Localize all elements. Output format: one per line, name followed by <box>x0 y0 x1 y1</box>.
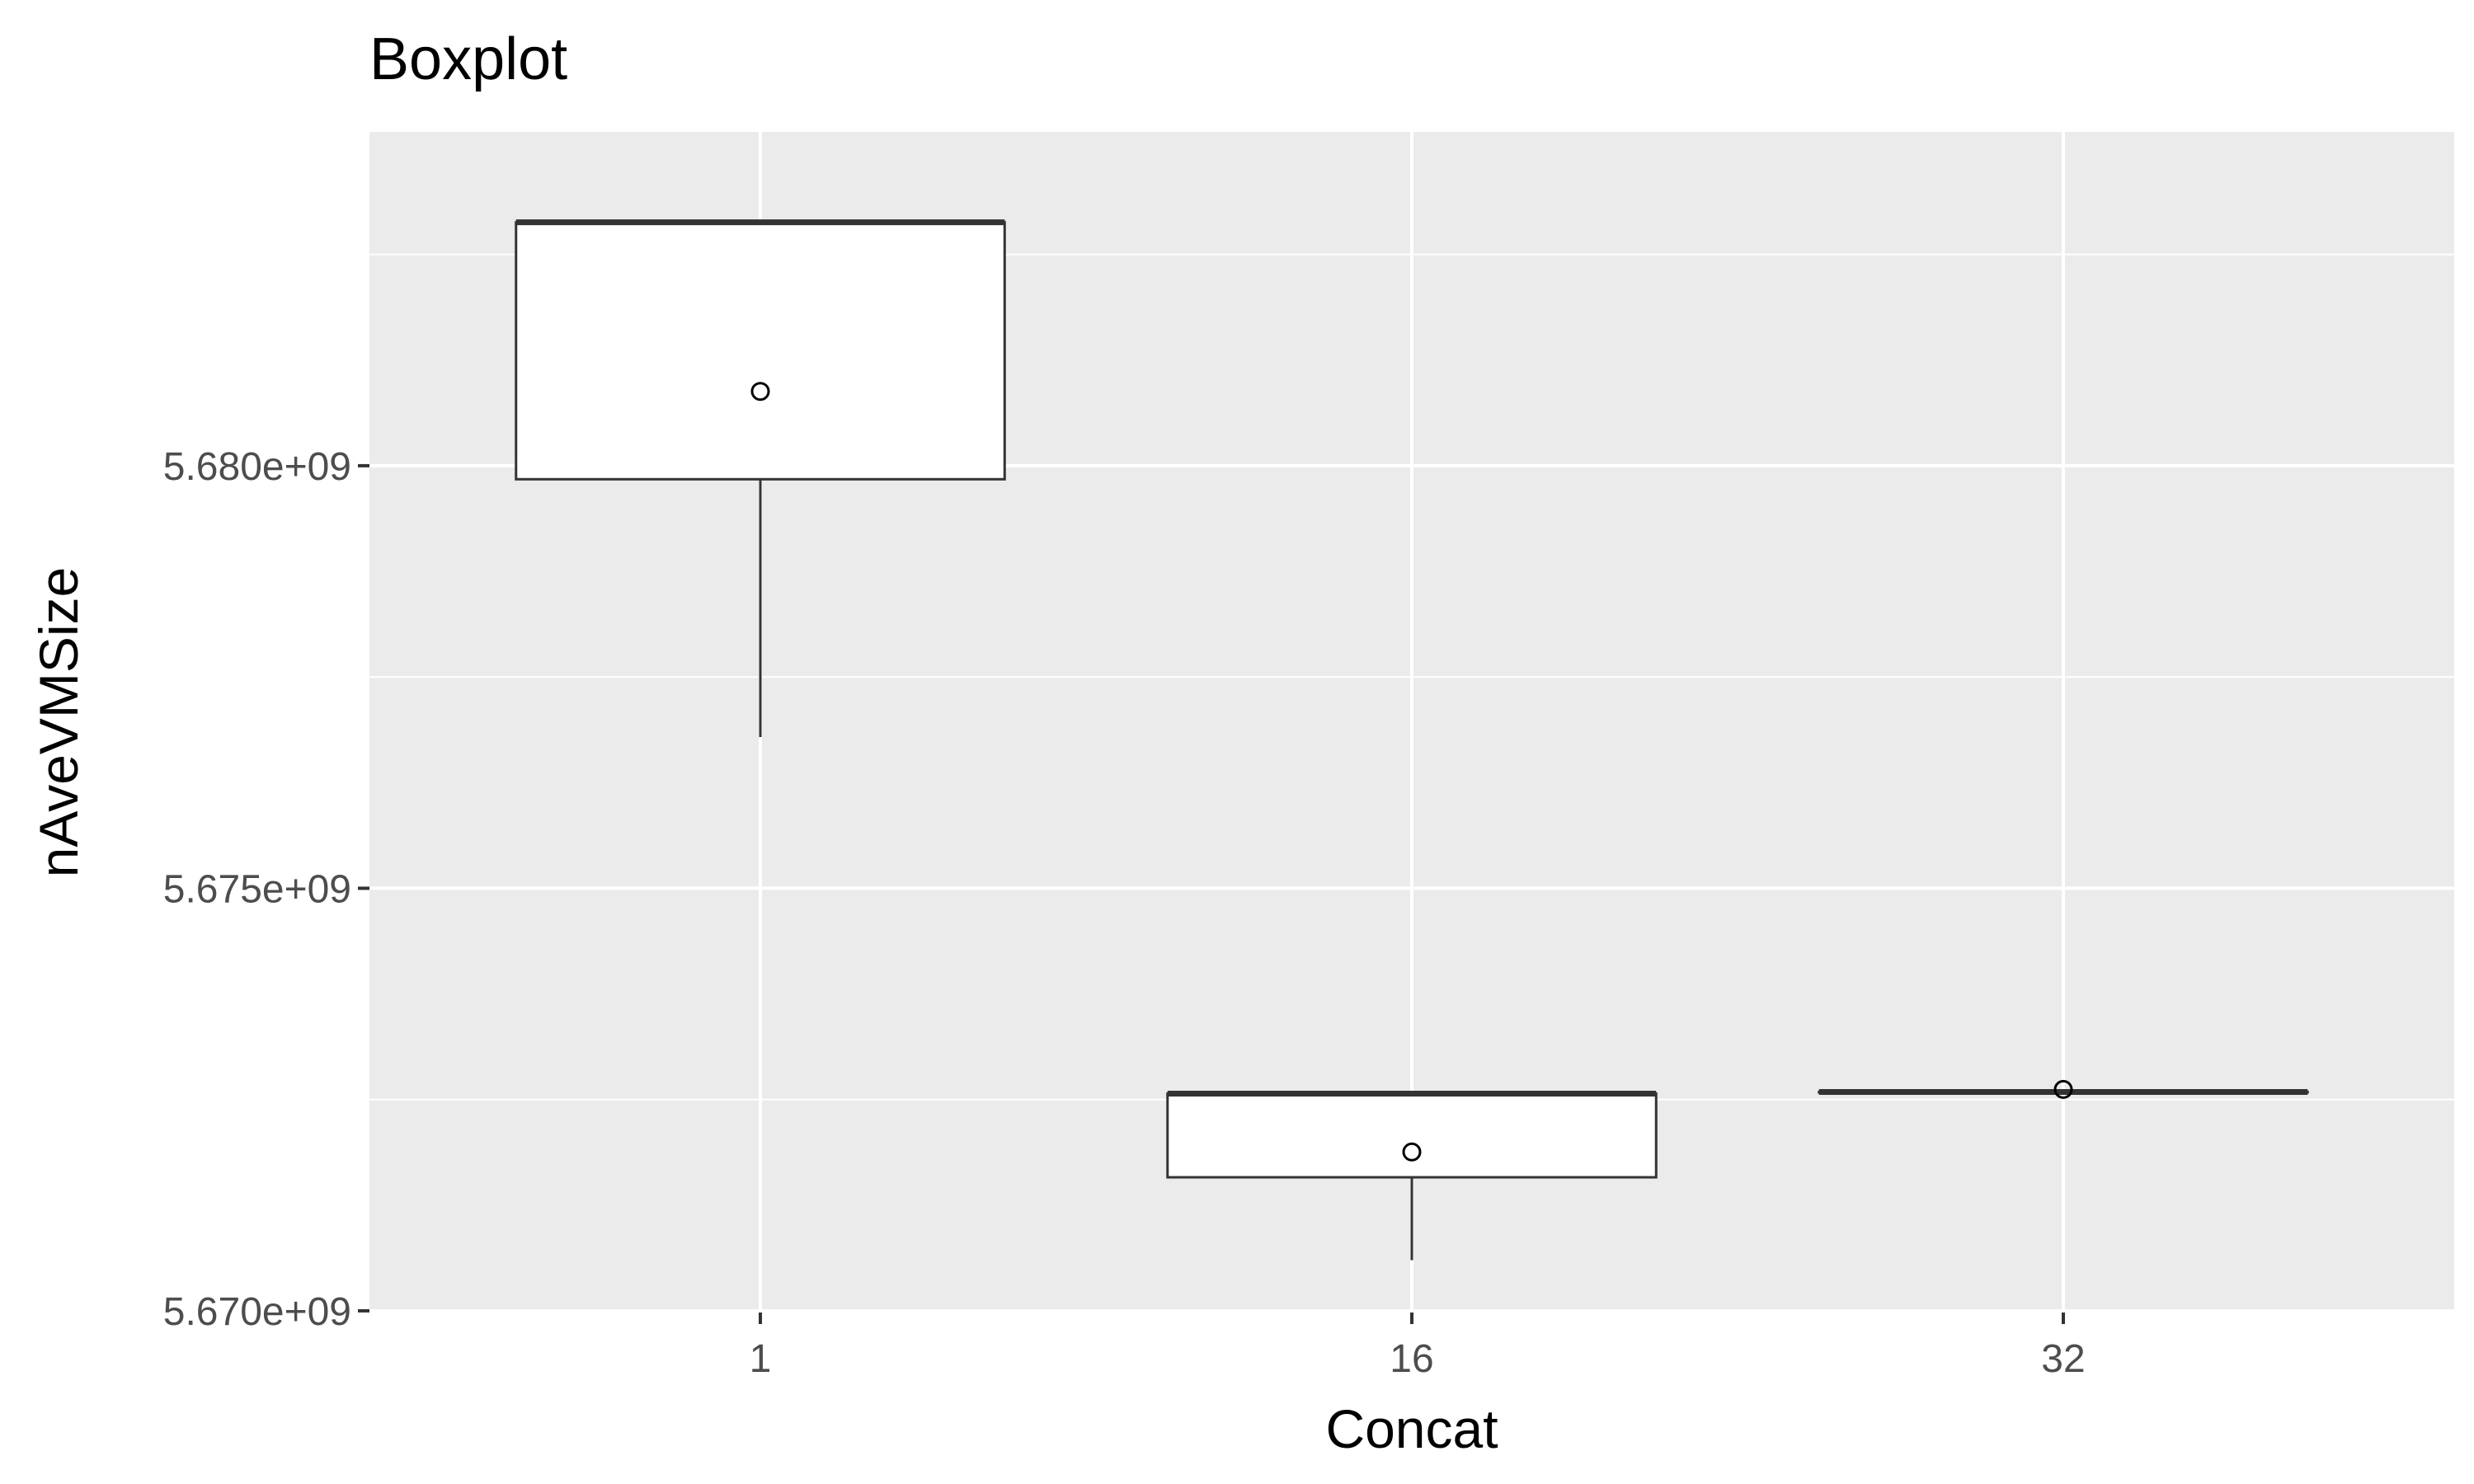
x-axis-title: Concat <box>1325 1398 1498 1459</box>
x-tick-label: 1 <box>750 1337 772 1381</box>
y-axis-title: nAveVMSize <box>28 567 89 878</box>
outlier-point <box>750 382 770 402</box>
box-16 <box>1166 1092 1658 1179</box>
boxes <box>515 219 2309 1261</box>
y-tick-label: 5.680e+09 <box>163 445 351 489</box>
x-tick-label: 32 <box>2041 1337 2085 1381</box>
outlier-point <box>1402 1142 1422 1162</box>
outlier-point <box>2053 1079 2073 1099</box>
y-tick-label: 5.670e+09 <box>163 1290 351 1334</box>
box-1 <box>515 221 1006 481</box>
y-tick-label: 5.675e+09 <box>163 867 351 911</box>
x-tick-label: 16 <box>1390 1337 1433 1381</box>
axes: 5.670e+09 5.675e+09 5.680e+09 1 16 32 <box>163 445 2086 1381</box>
chart-title: Boxplot <box>369 26 567 92</box>
